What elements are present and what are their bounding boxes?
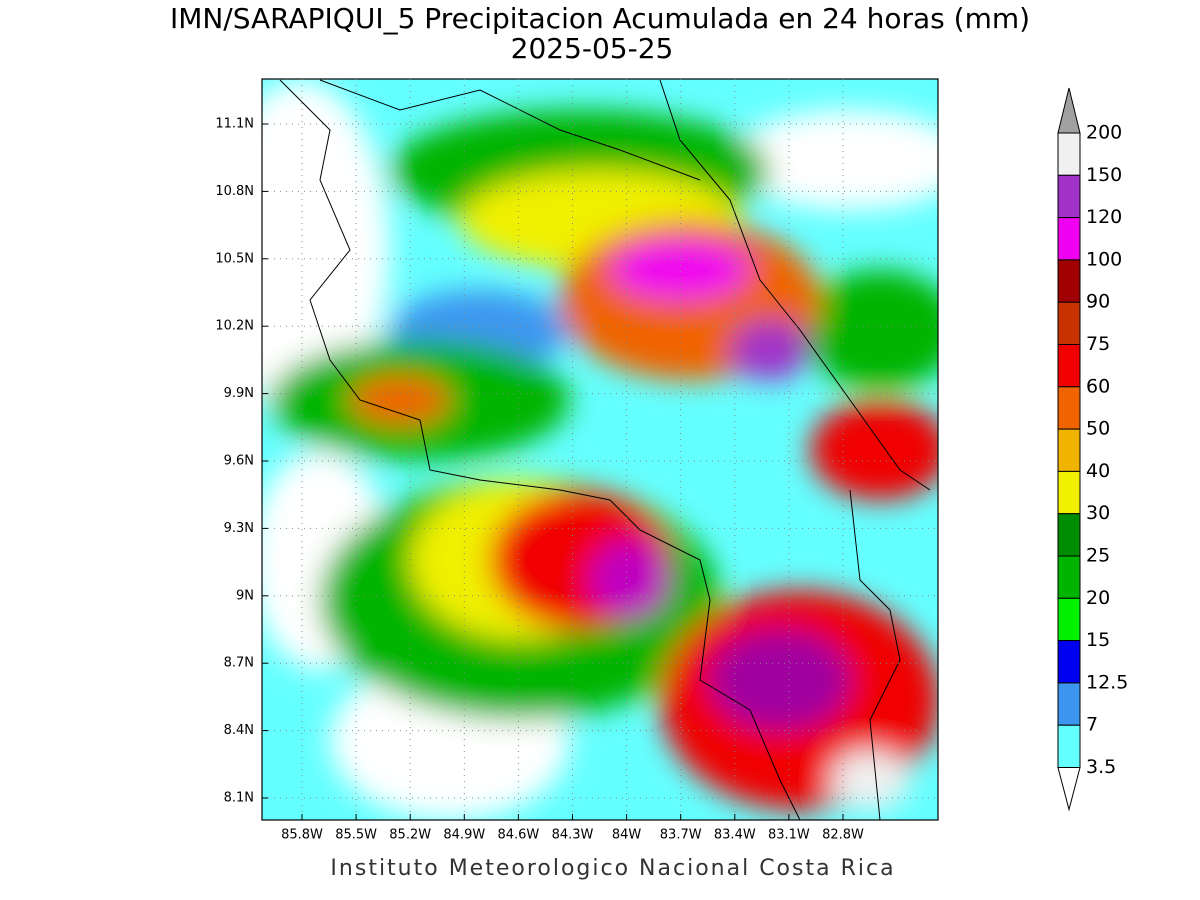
subtitle: 2025-05-25: [511, 32, 674, 65]
colorbar-label: 90: [1086, 291, 1110, 313]
colorbar-box: [1057, 344, 1081, 388]
colorbar-box: [1057, 428, 1081, 472]
title: IMN/SARAPIQUI_5 Precipitacion Acumulada …: [170, 2, 1030, 35]
lon-label: 83.4W: [714, 828, 756, 843]
colorbar-label: 100: [1086, 248, 1122, 270]
lon-label: 82.8W: [822, 828, 864, 843]
colorbar-bottom-arrow: [1057, 767, 1081, 812]
colorbar-label: 15: [1086, 629, 1110, 651]
colorbar-label: 50: [1086, 418, 1110, 440]
lon-label: 84.3W: [552, 828, 594, 843]
colorbar-label: 20: [1086, 587, 1110, 609]
colorbar-label: 40: [1086, 460, 1110, 482]
colorbar-label: 30: [1086, 502, 1110, 524]
colorbar-label: 75: [1086, 333, 1110, 355]
colorbar-box: [1057, 597, 1081, 642]
lat-label: 8.4N: [224, 723, 254, 738]
colorbar-label: 3.5: [1086, 756, 1116, 778]
lat-label: 11.1N: [215, 117, 254, 132]
colorbar-box: [1057, 301, 1081, 346]
lat-label: 9N: [236, 588, 254, 603]
field-blobs: [262, 80, 938, 820]
lat-label: 8.1N: [224, 791, 254, 806]
colorbar-box: [1057, 682, 1081, 726]
colorbar-label: 200: [1086, 122, 1122, 144]
lon-label: 84.9W: [443, 828, 485, 843]
colorbar-box: [1057, 259, 1081, 303]
colorbar-label: 150: [1086, 164, 1122, 186]
colorbar-label: 60: [1086, 375, 1110, 397]
colorbar-label: 12.5: [1086, 671, 1128, 693]
lat-label: 9.9N: [224, 386, 254, 401]
map-frame: [261, 78, 939, 821]
colorbar-box: [1057, 217, 1081, 261]
colorbar-box: [1057, 174, 1081, 219]
lat-label: 9.3N: [224, 521, 254, 536]
colorbar-top-arrow: [1057, 87, 1081, 134]
lat-label: 10.5N: [215, 251, 254, 266]
colorbar-box: [1057, 555, 1081, 599]
lon-label: 83.7W: [660, 828, 702, 843]
lon-label: 85.8W: [281, 828, 323, 843]
footer: Instituto Meteorologico Nacional Costa R…: [330, 856, 895, 881]
lat-label: 9.6N: [224, 454, 254, 469]
precip-field: [262, 79, 938, 820]
lat-label: 8.7N: [224, 656, 254, 671]
colorbar-label: 120: [1086, 206, 1122, 228]
lon-label: 83.1W: [768, 828, 810, 843]
colorbar-box: [1057, 132, 1081, 176]
colorbar-box: [1057, 640, 1081, 684]
colorbar-label: 25: [1086, 545, 1110, 567]
lon-label: 85.5W: [335, 828, 377, 843]
colorbar-box: [1057, 470, 1081, 515]
lon-label: 84.6W: [497, 828, 539, 843]
lat-label: 10.2N: [215, 319, 254, 334]
colorbar-label: 7: [1086, 714, 1098, 736]
colorbar-box: [1057, 386, 1081, 430]
colorbar-box: [1057, 513, 1081, 557]
lon-label: 84W: [612, 828, 642, 843]
colorbar-box: [1057, 724, 1081, 769]
lon-label: 85.2W: [389, 828, 431, 843]
lat-label: 10.8N: [215, 184, 254, 199]
